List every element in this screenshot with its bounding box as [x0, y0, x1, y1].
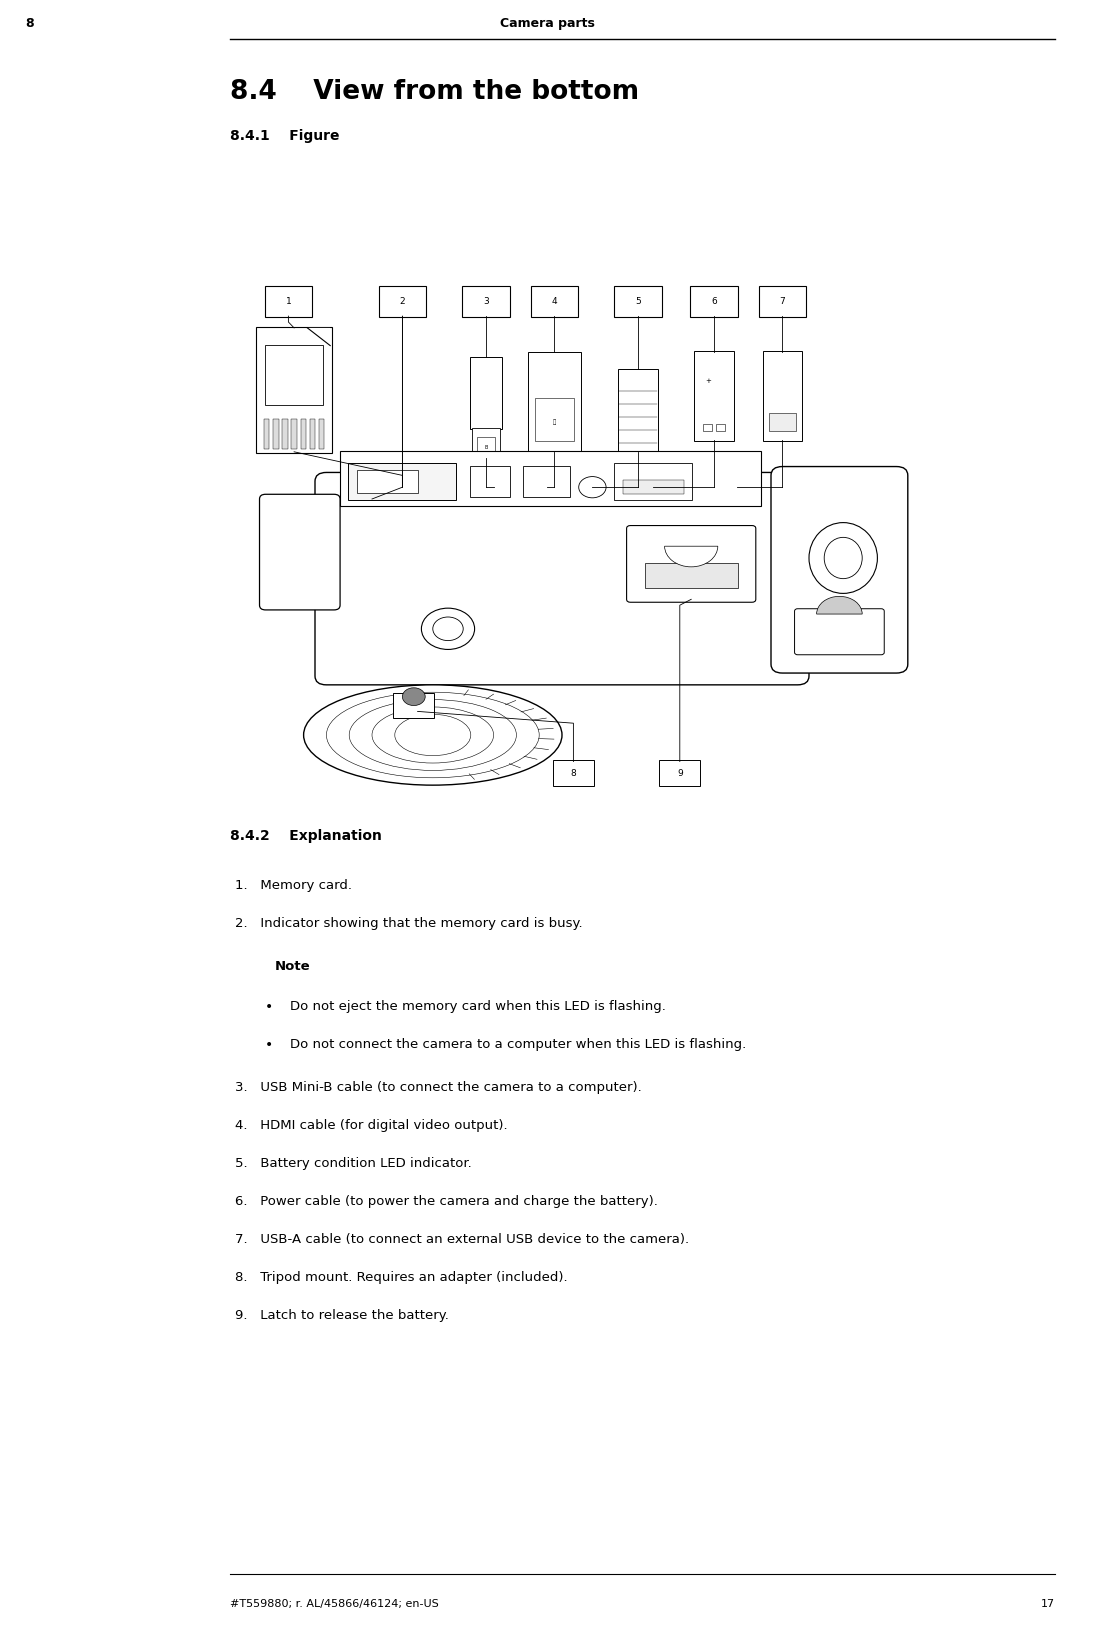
FancyBboxPatch shape	[659, 760, 701, 786]
FancyBboxPatch shape	[762, 351, 803, 441]
FancyBboxPatch shape	[357, 469, 417, 493]
Text: 8.4.1    Figure: 8.4.1 Figure	[230, 129, 339, 144]
Text: 1: 1	[286, 297, 291, 306]
Polygon shape	[308, 328, 331, 346]
Text: 9.   Latch to release the battery.: 9. Latch to release the battery.	[235, 1309, 449, 1322]
Text: 4.   HDMI cable (for digital video output).: 4. HDMI cable (for digital video output)…	[235, 1119, 508, 1132]
Circle shape	[579, 477, 606, 498]
Text: •: •	[265, 1038, 274, 1052]
FancyBboxPatch shape	[265, 286, 312, 317]
Text: 6.   Power cable (to power the camera and charge the battery).: 6. Power cable (to power the camera and …	[235, 1194, 658, 1208]
FancyBboxPatch shape	[348, 462, 457, 500]
Text: 7.   USB-A cable (to connect an external USB device to the camera).: 7. USB-A cable (to connect an external U…	[235, 1234, 689, 1247]
FancyBboxPatch shape	[470, 356, 502, 428]
FancyBboxPatch shape	[534, 399, 574, 441]
Wedge shape	[817, 596, 862, 614]
FancyBboxPatch shape	[769, 413, 796, 431]
FancyBboxPatch shape	[477, 436, 495, 454]
Circle shape	[433, 618, 463, 641]
FancyBboxPatch shape	[716, 425, 725, 431]
Text: 2: 2	[400, 297, 405, 306]
FancyBboxPatch shape	[531, 286, 578, 317]
Text: 3: 3	[483, 297, 488, 306]
Ellipse shape	[303, 685, 562, 786]
Text: 9: 9	[677, 770, 682, 778]
FancyBboxPatch shape	[283, 420, 288, 449]
FancyBboxPatch shape	[291, 420, 297, 449]
Text: 8.   Tripod mount. Requires an adapter (included).: 8. Tripod mount. Requires an adapter (in…	[235, 1271, 567, 1284]
Text: 8: 8	[25, 18, 34, 31]
Wedge shape	[665, 546, 718, 567]
Text: +: +	[705, 377, 711, 384]
FancyBboxPatch shape	[691, 286, 738, 317]
FancyBboxPatch shape	[795, 609, 885, 655]
FancyBboxPatch shape	[614, 462, 692, 500]
FancyBboxPatch shape	[553, 760, 593, 786]
FancyBboxPatch shape	[379, 286, 426, 317]
Text: 6: 6	[711, 297, 717, 306]
Polygon shape	[528, 351, 581, 451]
FancyBboxPatch shape	[645, 564, 738, 588]
Ellipse shape	[809, 523, 877, 593]
Ellipse shape	[825, 538, 862, 578]
FancyBboxPatch shape	[614, 286, 661, 317]
FancyBboxPatch shape	[264, 420, 269, 449]
FancyBboxPatch shape	[470, 466, 509, 497]
FancyBboxPatch shape	[759, 286, 806, 317]
Text: ⎕: ⎕	[553, 420, 556, 425]
Text: •: •	[265, 1000, 274, 1015]
FancyBboxPatch shape	[273, 420, 278, 449]
Text: Camera parts: Camera parts	[500, 18, 595, 31]
FancyBboxPatch shape	[694, 351, 734, 441]
FancyBboxPatch shape	[310, 420, 315, 449]
FancyBboxPatch shape	[341, 451, 761, 507]
FancyBboxPatch shape	[315, 472, 809, 685]
FancyBboxPatch shape	[393, 693, 435, 719]
Text: B: B	[484, 444, 487, 449]
FancyBboxPatch shape	[472, 428, 500, 458]
Text: 8.4.2    Explanation: 8.4.2 Explanation	[230, 828, 382, 843]
Text: Do not connect the camera to a computer when this LED is flashing.: Do not connect the camera to a computer …	[290, 1038, 747, 1051]
FancyBboxPatch shape	[771, 467, 908, 673]
Wedge shape	[402, 688, 425, 706]
FancyBboxPatch shape	[626, 526, 756, 603]
FancyBboxPatch shape	[256, 327, 332, 453]
FancyBboxPatch shape	[462, 286, 509, 317]
Text: #T559880; r. AL/45866/46124; en-US: #T559880; r. AL/45866/46124; en-US	[230, 1600, 439, 1609]
Text: 5.   Battery condition LED indicator.: 5. Battery condition LED indicator.	[235, 1157, 472, 1170]
Text: 7: 7	[780, 297, 785, 306]
Text: 2.   Indicator showing that the memory card is busy.: 2. Indicator showing that the memory car…	[235, 917, 583, 930]
Text: 4: 4	[552, 297, 557, 306]
Text: 5: 5	[635, 297, 641, 306]
FancyBboxPatch shape	[265, 345, 323, 405]
Text: 8.4    View from the bottom: 8.4 View from the bottom	[230, 78, 639, 105]
FancyBboxPatch shape	[319, 420, 324, 449]
FancyBboxPatch shape	[623, 479, 683, 493]
Text: Note: Note	[275, 961, 311, 972]
FancyBboxPatch shape	[619, 369, 658, 453]
Text: 1.   Memory card.: 1. Memory card.	[235, 879, 351, 892]
Circle shape	[422, 608, 474, 649]
Text: Do not eject the memory card when this LED is flashing.: Do not eject the memory card when this L…	[290, 1000, 666, 1013]
Text: 8: 8	[570, 770, 576, 778]
Text: 17: 17	[1041, 1600, 1054, 1609]
FancyBboxPatch shape	[260, 493, 341, 609]
FancyBboxPatch shape	[300, 420, 306, 449]
Text: 3.   USB Mini-B cable (to connect the camera to a computer).: 3. USB Mini-B cable (to connect the came…	[235, 1082, 642, 1095]
FancyBboxPatch shape	[703, 425, 712, 431]
FancyBboxPatch shape	[523, 466, 570, 497]
